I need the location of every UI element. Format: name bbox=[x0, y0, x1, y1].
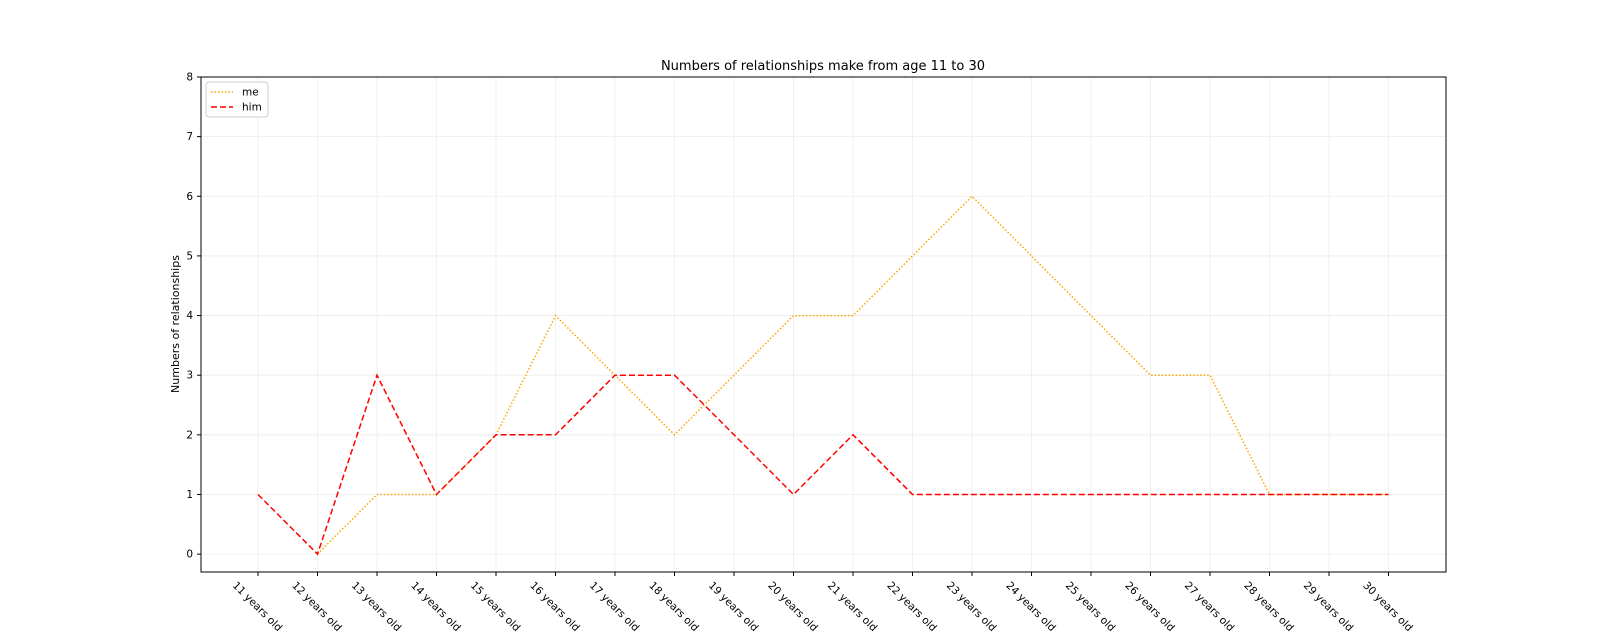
legend-label-me: me bbox=[242, 87, 259, 99]
x-tick-label: 16 years old bbox=[527, 580, 581, 634]
x-tick-label: 25 years old bbox=[1063, 580, 1117, 634]
legend-label-him: him bbox=[242, 102, 262, 114]
y-tick-label: 8 bbox=[186, 72, 193, 84]
x-tick-label: 29 years old bbox=[1301, 580, 1355, 634]
x-tick-label: 17 years old bbox=[587, 580, 641, 634]
x-tick-label: 14 years old bbox=[408, 580, 462, 634]
x-tick-label: 27 years old bbox=[1182, 580, 1236, 634]
x-tick-label: 15 years old bbox=[468, 580, 522, 634]
chart-title: Numbers of relationships make from age 1… bbox=[661, 59, 985, 74]
y-tick-label: 4 bbox=[186, 310, 193, 322]
y-tick-label: 6 bbox=[186, 191, 193, 203]
plot-frame bbox=[200, 76, 1447, 573]
y-axis-label: Numbers of relationships bbox=[169, 255, 182, 393]
y-tick-label: 3 bbox=[186, 370, 193, 382]
y-tick-label: 0 bbox=[186, 549, 193, 561]
y-tick-label: 1 bbox=[186, 489, 193, 501]
x-tick-label: 11 years old bbox=[230, 580, 284, 634]
x-tick-label: 12 years old bbox=[289, 580, 343, 634]
x-tick-label: 13 years old bbox=[349, 580, 403, 634]
x-tick-label: 19 years old bbox=[706, 580, 760, 634]
series-line-him bbox=[257, 373, 1389, 556]
x-tick-label: 26 years old bbox=[1122, 580, 1176, 634]
grid-layer bbox=[201, 76, 1446, 572]
x-tick-label: 23 years old bbox=[944, 580, 998, 634]
x-tick-label: 22 years old bbox=[884, 580, 938, 634]
axis-layer: 0 1 2 3 4 5 6 7 8 11 years old 12 years old 13 year… bbox=[186, 72, 1414, 635]
y-tick-label: 5 bbox=[186, 250, 193, 262]
x-tick-label: 28 years old bbox=[1241, 580, 1295, 634]
legend: me him bbox=[205, 81, 269, 118]
x-tick-label: 20 years old bbox=[765, 580, 819, 634]
y-tick-label: 7 bbox=[186, 131, 193, 143]
x-tick-label: 24 years old bbox=[1003, 580, 1057, 634]
x-tick-label: 21 years old bbox=[825, 580, 879, 634]
x-tick-label: 18 years old bbox=[646, 580, 700, 634]
y-tick-label: 2 bbox=[186, 429, 193, 441]
x-tick-label: 30 years old bbox=[1360, 580, 1414, 634]
series-layer bbox=[257, 195, 1389, 556]
legend-box bbox=[205, 81, 269, 118]
